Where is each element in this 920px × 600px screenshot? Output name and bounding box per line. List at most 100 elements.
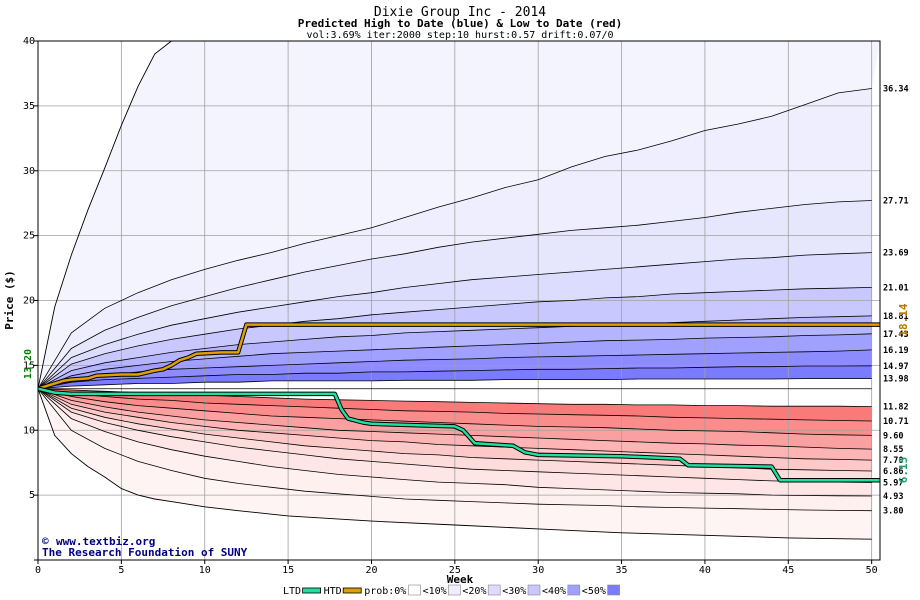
y-axis-label: Price ($) [3, 270, 16, 330]
legend-swatch-5 [527, 584, 541, 596]
x-axis-ticks: 0 5 10 15 20 25 30 35 40 45 50 [35, 560, 878, 576]
band-label-27.71: 27.71 [883, 196, 909, 206]
band-label-11.82: 11.82 [883, 403, 909, 413]
lower-line-9.60 [37, 388, 872, 436]
legend: LTD HTD prob:0% <10% <20% <30% <40% <50% [283, 584, 620, 597]
ltd-series-line [37, 387, 880, 482]
lower-line-5.97 [37, 388, 872, 483]
upper-band-21.01 [38, 287, 872, 389]
legend-label-0: LTD [283, 586, 301, 597]
outer-upper-line [37, 40, 172, 389]
x-tick-label-50: 50 [866, 565, 878, 576]
legend-swatch-6 [567, 584, 581, 596]
upper-line-13.98 [37, 378, 872, 390]
y-tick-label-25: 25 [23, 231, 35, 242]
upper-band-23.69 [38, 252, 872, 389]
copyright-icon: © [42, 535, 49, 548]
chart-title: Dixie Group Inc - 2014 [374, 5, 546, 20]
band-label-3.80: 3.80 [883, 507, 903, 517]
credit-url: www.textbiz.org [56, 535, 155, 548]
credit-block: © www.textbiz.org The Research Foundatio… [42, 535, 248, 559]
band-label-4.93: 4.93 [883, 492, 903, 502]
upper-line-14.97 [37, 365, 872, 390]
htd-series-line [37, 323, 880, 390]
band-label-23.69: 23.69 [883, 249, 909, 259]
lower-band-outer [38, 388, 872, 540]
upper-band-18.81 [38, 315, 872, 389]
band-label-21.01: 21.01 [883, 283, 909, 293]
lower-line-4.93 [37, 388, 872, 497]
legend-label-1: HTD [324, 586, 342, 597]
y-tick-label-5: 5 [29, 490, 35, 501]
band-label-13.98: 13.98 [883, 375, 909, 385]
series-lines [37, 322, 880, 483]
x-tick-label-5: 5 [118, 565, 124, 576]
band-label-36.34: 36.34 [883, 84, 909, 94]
upper-line-23.69 [37, 252, 872, 389]
band-label-16.19: 16.19 [883, 346, 909, 356]
y-tick-label-15: 15 [23, 360, 35, 371]
upper-line-27.71 [37, 200, 872, 389]
lower-line-10.71 [37, 388, 872, 422]
upper-band-outer [38, 41, 880, 389]
x-tick-label-35: 35 [616, 565, 628, 576]
band-label-6.86: 6.86 [883, 467, 903, 477]
y-tick-label-20: 20 [23, 296, 35, 307]
x-tick-label-45: 45 [782, 565, 794, 576]
legend-swatch-2 [408, 584, 421, 596]
upper-band-27.71 [38, 200, 872, 389]
legend-swatch-4 [487, 584, 501, 596]
x-tick-label-10: 10 [199, 565, 211, 576]
upper-band-17.43 [38, 333, 872, 389]
upper-line-18.81 [37, 315, 872, 390]
outer-lower-line [37, 388, 872, 540]
legend-label-3: <10% [423, 586, 447, 597]
band-label-9.60: 9.60 [883, 431, 903, 441]
lower-band-8.55 [38, 388, 872, 450]
start-price-label: 13.20 [23, 349, 34, 379]
upper-line-36.34 [37, 88, 872, 389]
legend-swatch-1 [342, 587, 362, 594]
lower-line-8.55 [37, 388, 872, 450]
band-boundary-lines [37, 40, 872, 540]
y-tick-label-35: 35 [23, 101, 35, 112]
legend-label-2: prob:0% [364, 586, 406, 597]
x-tick-label-30: 30 [532, 565, 544, 576]
band-value-labels: 13.98 14.97 16.19 17.43 18.81 21.01 23.69 27.71… [883, 84, 909, 516]
band-label-17.43: 17.43 [883, 330, 909, 340]
x-tick-label-20: 20 [365, 565, 377, 576]
ltd-end-label: 6.15 [897, 457, 910, 484]
band-label-5.97: 5.97 [883, 479, 903, 489]
y-axis-ticks: 5 10 15 20 25 30 35 40 [23, 36, 38, 561]
y-tick-label-40: 40 [23, 36, 35, 47]
legend-swatch-0 [302, 587, 322, 594]
x-tick-label-0: 0 [35, 565, 41, 576]
x-axis-label: Week [447, 573, 474, 586]
plot-area [37, 40, 881, 561]
y-tick-label-30: 30 [23, 166, 35, 177]
htd-end-label: 18.14 [897, 303, 910, 336]
y-tick-label-10: 10 [23, 425, 35, 436]
x-tick-label-15: 15 [282, 565, 294, 576]
credit-org: The Research Foundation of SUNY [42, 546, 248, 559]
chart-params: vol:3.69% iter:2000 step:10 hurst:0.57 d… [306, 30, 613, 41]
lower-line-3.80 [37, 388, 872, 512]
legend-swatch-7 [607, 584, 620, 596]
band-label-8.55: 8.55 [883, 445, 903, 455]
legend-label-4: <20% [462, 586, 486, 597]
x-tick-label-25: 25 [449, 565, 461, 576]
band-label-10.71: 10.71 [883, 417, 909, 427]
lower-band-3.80 [38, 388, 872, 511]
band-label-14.97: 14.97 [883, 362, 909, 372]
upper-line-21.01 [37, 287, 872, 390]
lower-line-7.70 [37, 388, 872, 461]
legend-label-6: <40% [542, 586, 566, 597]
x-tick-label-40: 40 [699, 565, 711, 576]
band-label-7.70: 7.70 [883, 456, 903, 466]
legend-label-5: <30% [502, 586, 526, 597]
band-label-18.81: 18.81 [883, 312, 909, 322]
upper-probability-bands [38, 41, 880, 389]
upper-line-16.19 [37, 349, 872, 390]
legend-swatch-3 [448, 584, 461, 596]
